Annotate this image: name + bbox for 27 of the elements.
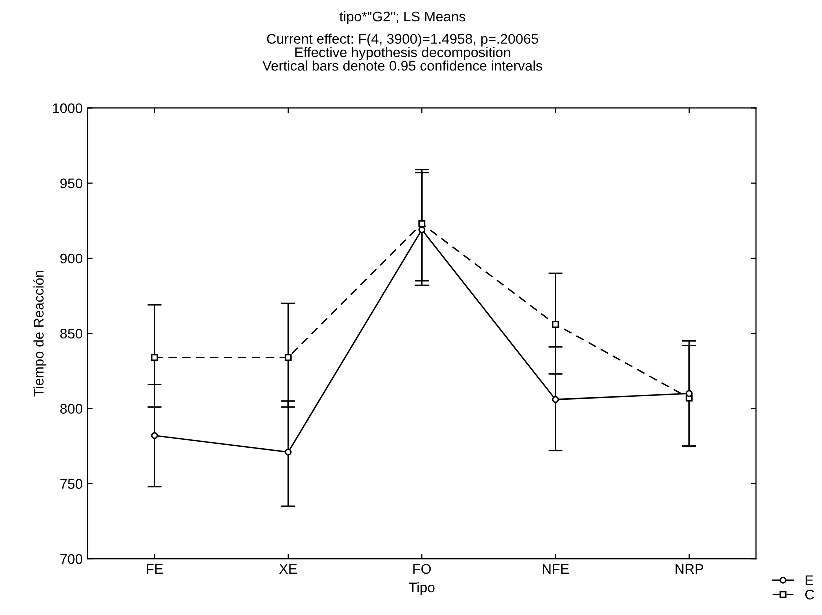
x-tick-label: XE [279, 564, 298, 574]
point [552, 321, 560, 328]
x-tick-label: FE [147, 564, 164, 574]
y-tick-label: 950 [60, 178, 83, 189]
point [418, 220, 426, 228]
y-tick-label: 800 [60, 404, 83, 414]
x-tick-label: FO [414, 564, 432, 574]
y-tick-label: 900 [60, 254, 83, 264]
chart-subtitle: Current effect: F(4, 3900)=1.4958, p=.20065 Effective hypothesis decomposition Vertical bars denote 0.95 confidence intervals [262, 34, 542, 71]
x-tick-label: NFE [543, 564, 570, 574]
legend-label: E [806, 576, 814, 586]
point [686, 390, 693, 398]
point [552, 396, 560, 404]
point [151, 354, 158, 362]
x-tick-label: NRP [676, 564, 704, 574]
point [151, 432, 158, 440]
point [284, 354, 292, 362]
x-axis-title: Tipo [409, 582, 435, 596]
chart-title: tipo*"G2"; LS Means [340, 11, 466, 24]
y-tick-label: 750 [60, 479, 83, 490]
legend-label: C [806, 590, 814, 600]
y-tick-label: 700 [60, 554, 83, 564]
y-tick-label: 1000 [53, 104, 83, 114]
y-axis-title: Tiempo de Reacción [34, 271, 47, 397]
y-tick-label: 850 [60, 328, 83, 339]
point [418, 226, 426, 234]
point [284, 448, 292, 456]
